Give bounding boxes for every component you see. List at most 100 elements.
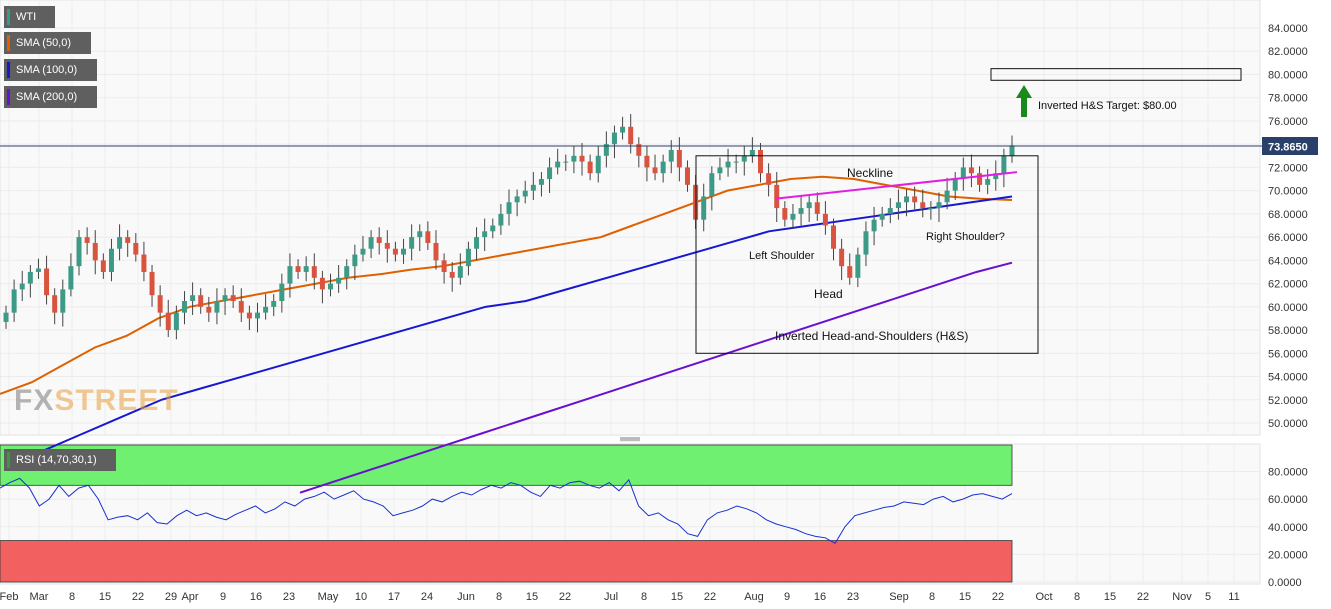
x-tick-label: Feb (0, 591, 18, 603)
sma100-line (39, 195, 1013, 453)
candle-body (255, 312, 260, 319)
candle-body (92, 242, 98, 261)
candle-body (749, 149, 755, 156)
x-tick-label: 9 (784, 591, 790, 603)
candle-body (920, 202, 926, 209)
candle-body (319, 277, 325, 290)
watermark-fx: FX (14, 384, 55, 417)
candle-body (831, 225, 837, 249)
candle-body (206, 306, 212, 313)
legend-swatch-rsi (7, 452, 10, 468)
candle-body (498, 213, 504, 226)
y-tick-label: 50.0000 (1268, 418, 1308, 430)
y-tick-label: 62.0000 (1268, 279, 1308, 291)
candle-body (457, 266, 463, 278)
annotation-target: Inverted H&S Target: $80.00 (1038, 100, 1177, 112)
current-price-tag (1262, 137, 1318, 155)
x-tick-label: Jul (604, 591, 618, 603)
x-tick-label: 22 (1137, 591, 1149, 603)
watermark-street: STREET (54, 384, 179, 417)
candle-body (960, 167, 966, 180)
candle-body (141, 254, 147, 272)
y-tick-label: 84.0000 (1268, 23, 1308, 35)
x-tick-label: Mar (30, 591, 49, 603)
legend-swatch-sma200 (7, 89, 10, 105)
legend-swatch-sma100 (7, 62, 10, 78)
target-arrow-icon (1016, 85, 1032, 117)
candle-body (303, 266, 309, 272)
candle-body (709, 173, 715, 197)
candle-body (579, 155, 585, 162)
x-tick-label: 15 (1104, 591, 1116, 603)
candle-body (952, 179, 958, 191)
candle-body (887, 208, 893, 214)
y-tick-label: 52.0000 (1268, 395, 1308, 407)
candle-body (928, 208, 934, 210)
candle-body (108, 248, 114, 272)
x-tick-label: Oct (1035, 591, 1052, 603)
candle-body (482, 231, 488, 238)
rsi-y-tick-label: 0.0000 (1268, 577, 1302, 589)
price-panel (0, 0, 1261, 436)
candle-body (912, 196, 918, 203)
candle-body (538, 179, 544, 185)
candle-body (263, 306, 269, 313)
x-tick-label: 29 (165, 591, 177, 603)
candle-body (384, 242, 390, 249)
y-tick-label: 70.0000 (1268, 186, 1308, 198)
candle-body (628, 126, 634, 145)
candle-body (506, 202, 512, 214)
candle-body (279, 283, 285, 302)
candle-body (766, 173, 772, 185)
candle-body (149, 271, 155, 296)
candle-body (117, 237, 123, 249)
candle-body (11, 289, 17, 313)
x-tick-label: 23 (283, 591, 295, 603)
legend-sma100[interactable]: SMA (100,0) (4, 59, 97, 81)
current-price-label: 73.8650 (1268, 142, 1308, 154)
candle-body (271, 301, 277, 307)
candle-body (790, 213, 796, 220)
x-tick-label: 15 (99, 591, 111, 603)
annotation-left-shoulder: Left Shoulder (749, 250, 815, 262)
legend-wti[interactable]: WTI (4, 6, 55, 28)
x-tick-label: 15 (671, 591, 683, 603)
x-tick-label: Apr (181, 591, 198, 603)
candle-body (401, 248, 407, 255)
candle-body (733, 161, 739, 163)
x-tick-label: 15 (526, 591, 538, 603)
x-tick-label: 8 (69, 591, 75, 603)
candle-body (620, 126, 626, 133)
x-tick-label: 23 (847, 591, 859, 603)
neckline-line (774, 171, 1018, 200)
candle-body (433, 242, 439, 261)
x-tick-label: 16 (814, 591, 826, 603)
candle-body (563, 161, 569, 163)
candle-body (35, 268, 41, 272)
candle-body (417, 231, 423, 238)
candle-body (530, 184, 536, 191)
candle-body (741, 155, 747, 162)
annotation-head: Head (814, 287, 843, 301)
candle-body (1001, 155, 1007, 174)
candle-body (782, 208, 788, 220)
x-tick-label: 11 (1228, 591, 1239, 603)
fxstreet-watermark-logo: FXSTREET (14, 384, 179, 418)
y-tick-label: 64.0000 (1268, 255, 1308, 267)
legend-sma50[interactable]: SMA (50,0) (4, 32, 91, 54)
x-tick-label: 8 (929, 591, 935, 603)
candle-body (725, 161, 731, 168)
legend-sma200[interactable]: SMA (200,0) (4, 86, 97, 108)
candle-body (198, 295, 204, 307)
panel-splitter-handle[interactable] (620, 437, 640, 442)
candle-body (871, 219, 877, 232)
candle-body (409, 237, 415, 249)
candle-body (295, 266, 301, 272)
candle-body (895, 202, 901, 209)
legend-label-sma50: SMA (50,0) (16, 37, 72, 49)
candle-body (977, 173, 983, 185)
x-tick-label: Jun (457, 591, 475, 603)
candle-body (441, 260, 447, 272)
legend-rsi[interactable]: RSI (14,70,30,1) (4, 449, 116, 471)
